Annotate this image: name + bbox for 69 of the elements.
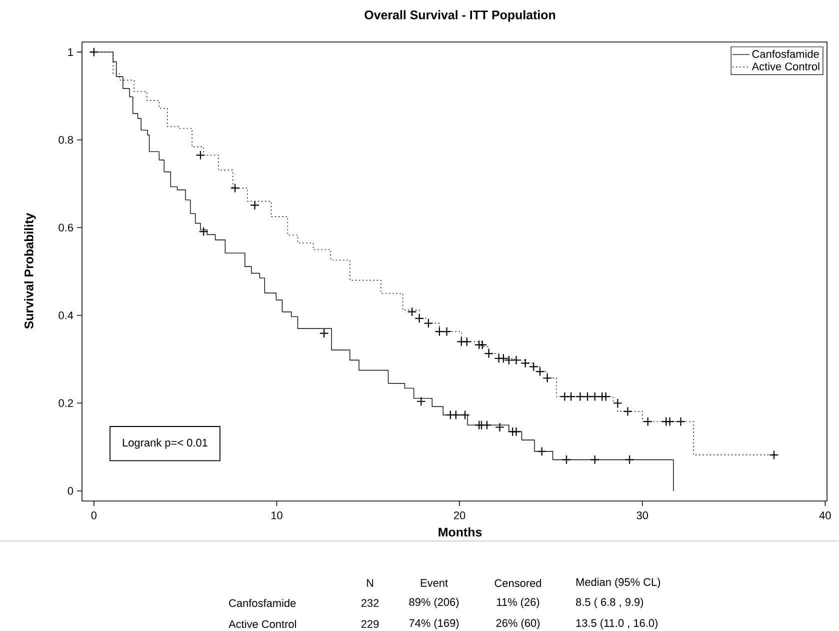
point [451,410,461,420]
point [590,392,600,402]
point [484,348,494,358]
text: 26% (60) [496,618,540,630]
point [462,336,472,346]
point [624,454,634,464]
y-tick-label: 0.6 [58,224,73,232]
text: 13.5 (11.0 , 16.0) [576,618,658,630]
point [495,422,505,432]
point [407,307,417,317]
point [319,328,329,338]
point [769,450,779,460]
point [434,326,444,336]
point [665,416,675,426]
point [612,398,622,408]
point [482,420,492,430]
point [424,318,434,328]
y-tick-label: 0.2 [58,399,73,408]
text: 74% (169) [409,618,459,630]
text: Canfosfamide [229,598,296,608]
text: N [366,579,374,587]
point [250,200,260,210]
point [196,150,206,160]
point [414,314,424,324]
point [575,392,585,402]
annotation: Logrank p=< 0.01 [122,438,208,449]
point [537,446,547,456]
legend-label: Canfosfamide [752,50,819,58]
point [643,416,653,426]
x-axis-title: Months [438,527,482,537]
point [582,392,592,402]
point [478,340,488,350]
point [676,416,686,426]
text: 11% (26) [497,598,540,608]
chart-title: Overall Survival - ITT Population [364,10,556,22]
y-tick-label: 1 [68,48,73,56]
text: Active Control [228,620,296,628]
point [560,392,570,402]
text: Median (95% CL) [576,578,660,588]
point [442,326,452,336]
x-tick-label: 30 [636,512,648,520]
point [601,392,611,402]
point [416,396,426,406]
x-tick-label: 20 [454,512,466,520]
text: 89% (206) [409,598,459,608]
point [230,183,240,193]
y-tick-label: 0.4 [58,311,74,320]
point [562,454,572,464]
y-tick-label: 0 [68,487,74,495]
point [520,358,530,368]
point [590,454,600,464]
text: 232 [361,599,379,607]
point [89,47,99,57]
point [198,226,208,236]
x-tick-label: 0 [91,512,96,520]
point [460,410,470,420]
y-tick-label: 0.8 [58,136,73,144]
point [622,406,632,416]
text: 229 [361,620,379,628]
text: 8.5 ( 6.8 , 9.9) [576,598,644,608]
x-tick-label: 10 [271,512,282,520]
y-axis-title: Survival Probability [24,212,36,329]
point [511,355,521,365]
x-tick-label: 40 [819,512,831,520]
legend-label: Active Control [752,62,820,70]
point [542,373,552,383]
point [566,392,576,402]
text: Event [420,579,448,587]
text: Censored [494,578,542,588]
